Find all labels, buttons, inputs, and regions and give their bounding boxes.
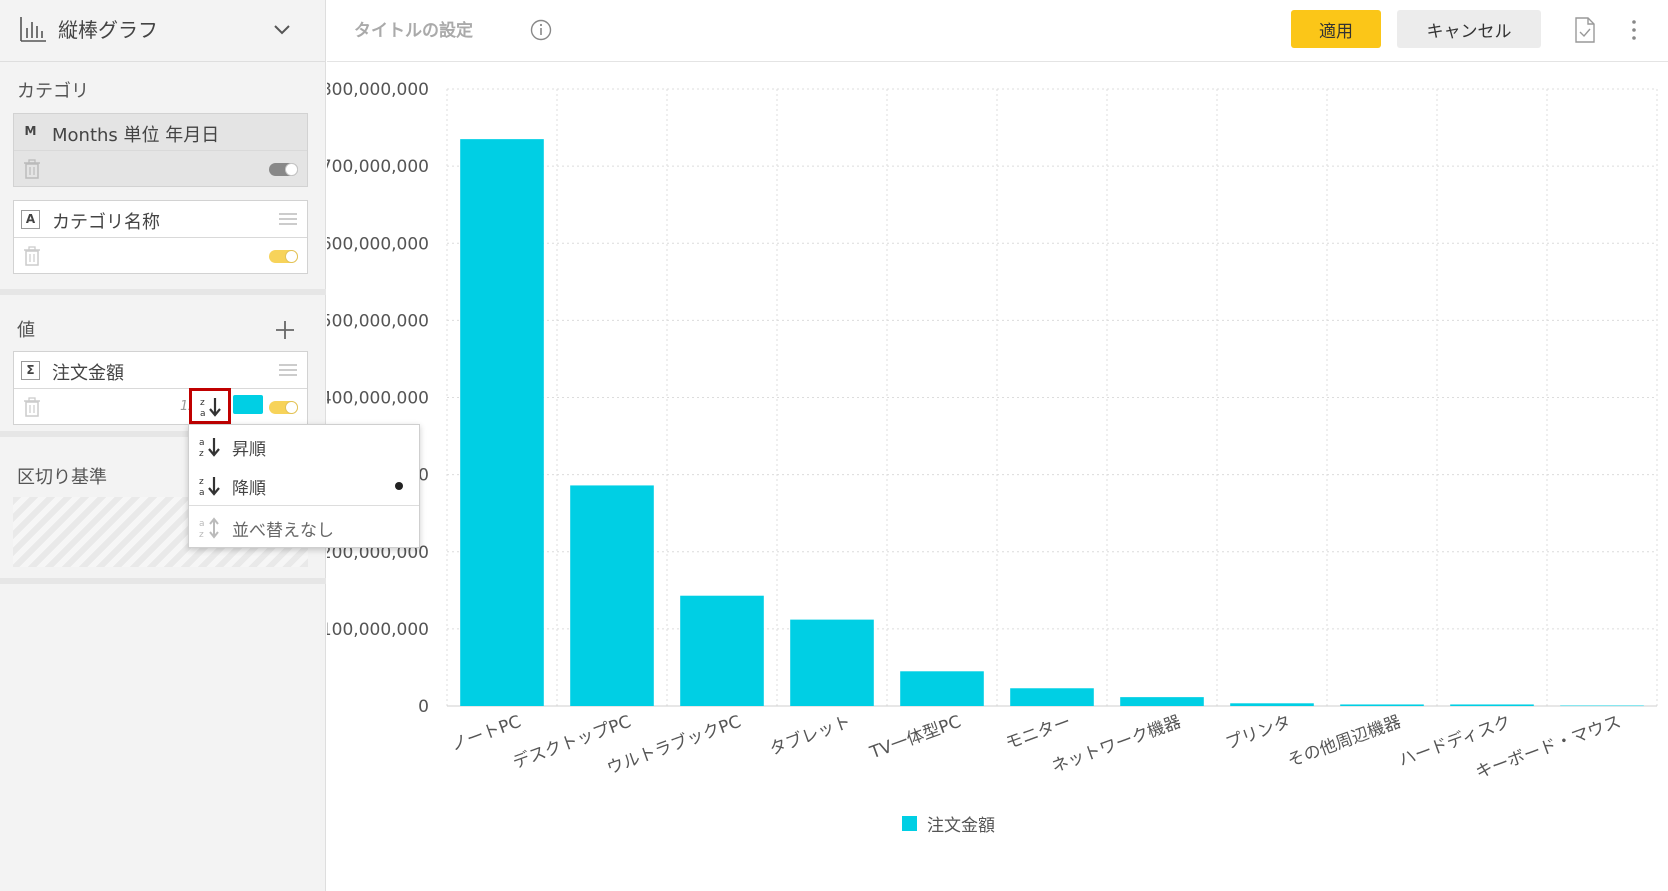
bar	[460, 139, 544, 707]
sort-button[interactable]: z a	[189, 388, 231, 424]
y-tick-label: 600,000,000	[327, 234, 429, 254]
cancel-button[interactable]: キャンセル	[1397, 10, 1541, 48]
x-tick-label: TV一体型PC	[867, 712, 964, 764]
plus-icon[interactable]	[275, 320, 295, 340]
breakdown-section-title: 区切り基準	[17, 467, 107, 488]
x-tick-label: その他周辺機器	[1285, 712, 1404, 771]
trash-icon[interactable]	[23, 397, 41, 417]
drag-handle-icon[interactable]	[279, 363, 297, 377]
trash-icon[interactable]	[23, 246, 41, 266]
svg-text:z: z	[199, 477, 204, 487]
chevron-down-icon[interactable]	[272, 22, 292, 38]
no-sort-icon: a z	[199, 517, 219, 539]
category-section-title: カテゴリ	[17, 81, 89, 102]
menu-item-label: 降順	[232, 479, 266, 499]
drag-handle-icon[interactable]	[279, 212, 297, 226]
text-type-badge: A	[21, 210, 40, 229]
y-tick-label: 800,000,000	[327, 80, 429, 100]
chart-toolbar: タイトルの設定 適用 キャンセル	[327, 0, 1668, 62]
field-toggle[interactable]	[269, 401, 298, 414]
legend-label: 注文金額	[927, 816, 995, 836]
document-check-icon[interactable]	[1574, 17, 1596, 43]
x-tick-label: モニター	[1003, 712, 1074, 754]
field-toggle[interactable]	[269, 163, 298, 176]
sort-ascending-option[interactable]: a z 昇順	[189, 427, 419, 465]
more-options-icon[interactable]	[1630, 18, 1638, 42]
bar	[570, 485, 654, 706]
date-type-badge: M	[24, 124, 37, 138]
bar	[900, 671, 984, 706]
x-tick-label: タブレット	[767, 711, 854, 760]
chart-title-input[interactable]: タイトルの設定	[354, 21, 473, 41]
sort-ascending-icon: a z	[199, 438, 220, 458]
field-toggle[interactable]	[269, 250, 298, 263]
section-divider	[0, 578, 326, 584]
sort-menu: a z 昇順 z a 降順 a z 並べ替えなし	[188, 424, 420, 548]
bar	[680, 595, 764, 706]
selected-indicator	[395, 482, 403, 490]
x-tick-label: プリンタ	[1223, 712, 1294, 754]
svg-text:z: z	[200, 398, 205, 408]
apply-button[interactable]: 適用	[1291, 10, 1381, 48]
svg-text:a: a	[199, 438, 205, 448]
chart-canvas: 0100,000,000200,000,000300,000,000400,00…	[321, 80, 1658, 836]
category-field-name[interactable]: A カテゴリ名称	[13, 200, 308, 274]
bar-chart: 0100,000,000200,000,000300,000,000400,00…	[321, 63, 1668, 891]
info-icon[interactable]	[530, 19, 552, 41]
series-color-swatch[interactable]	[233, 395, 263, 414]
legend-swatch	[902, 816, 917, 831]
svg-text:z: z	[199, 530, 204, 539]
no-sort-option[interactable]: a z 並べ替えなし	[189, 508, 419, 546]
y-tick-label: 500,000,000	[327, 311, 429, 331]
field-label: 注文金額	[52, 363, 124, 384]
value-field-order-amount[interactable]: Σ 注文金額 123	[13, 351, 308, 425]
y-tick-label: 700,000,000	[327, 157, 429, 177]
section-divider	[0, 431, 326, 437]
svg-text:z: z	[199, 449, 204, 458]
x-tick-label: ノートPC	[448, 712, 524, 756]
trash-icon[interactable]	[23, 159, 41, 179]
sort-descending-icon: z a	[199, 477, 220, 497]
y-tick-label: 0	[418, 697, 429, 717]
menu-divider	[189, 505, 419, 506]
svg-text:a: a	[200, 409, 206, 418]
field-label: カテゴリ名称	[52, 212, 160, 233]
svg-text:a: a	[199, 519, 205, 529]
bar	[1560, 705, 1644, 707]
bar	[1450, 704, 1534, 706]
values-section-title: 値	[17, 320, 35, 341]
sort-descending-icon: z a	[200, 398, 221, 418]
bar	[1120, 697, 1204, 706]
menu-item-label: 並べ替えなし	[232, 521, 334, 541]
chart-type-label: 縦棒グラフ	[58, 18, 158, 42]
sort-descending-option[interactable]: z a 降順	[189, 466, 419, 504]
category-field-months[interactable]: M Months 単位 年月日	[13, 113, 308, 187]
bar	[1340, 704, 1424, 706]
bar	[1010, 688, 1094, 706]
chart-type-selector[interactable]: 縦棒グラフ	[0, 0, 326, 62]
y-tick-label: 400,000,000	[327, 389, 429, 409]
bar	[790, 619, 874, 706]
svg-text:a: a	[199, 488, 205, 497]
menu-item-label: 昇順	[232, 440, 266, 460]
bar	[1230, 703, 1314, 706]
bar-chart-icon	[20, 17, 46, 42]
y-tick-label: 100,000,000	[327, 620, 429, 640]
measure-type-badge: Σ	[21, 361, 40, 380]
field-label: Months 単位 年月日	[52, 125, 220, 146]
section-divider	[0, 289, 326, 295]
